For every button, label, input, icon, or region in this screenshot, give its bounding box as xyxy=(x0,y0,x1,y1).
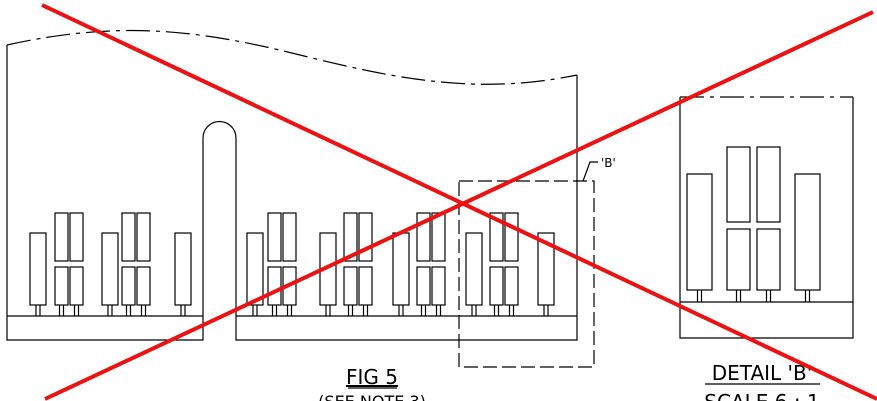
pin xyxy=(794,173,821,291)
pin xyxy=(358,266,373,306)
pin xyxy=(69,266,84,306)
pin xyxy=(398,305,404,316)
pin xyxy=(735,290,742,302)
pin xyxy=(121,212,136,262)
pin xyxy=(125,305,132,316)
pin xyxy=(431,266,446,306)
cross-out xyxy=(41,3,877,401)
pin xyxy=(267,212,282,262)
pin xyxy=(54,212,69,262)
pin xyxy=(343,212,358,262)
pin xyxy=(726,228,751,291)
body-outline xyxy=(6,45,578,341)
pin xyxy=(392,232,410,306)
pin xyxy=(107,305,113,316)
figure-note: (SEE NOTE 3) xyxy=(318,392,426,401)
pin xyxy=(362,305,369,316)
cross-line xyxy=(44,10,874,401)
pin xyxy=(431,212,446,262)
pin xyxy=(765,290,772,302)
leader-line xyxy=(582,161,598,182)
pin xyxy=(686,173,713,291)
pin xyxy=(267,266,282,306)
pin xyxy=(121,266,136,306)
pin xyxy=(69,212,84,262)
callout-label: 'B' xyxy=(601,156,616,170)
break-line xyxy=(6,29,578,85)
pin xyxy=(489,266,504,306)
pin xyxy=(29,232,47,306)
pin xyxy=(73,305,80,316)
cross-line xyxy=(41,3,877,401)
pin xyxy=(35,305,41,316)
pin xyxy=(136,266,151,306)
pin xyxy=(282,212,297,262)
figure-title: FIG 5 xyxy=(346,365,398,389)
pin xyxy=(493,305,500,316)
pin xyxy=(343,266,358,306)
pin xyxy=(271,305,278,316)
pin xyxy=(347,305,354,316)
pin xyxy=(180,305,186,316)
pin xyxy=(504,212,519,262)
pin xyxy=(543,305,549,316)
pin xyxy=(465,232,483,306)
pin xyxy=(58,305,65,316)
pin xyxy=(174,232,192,306)
detail-outline xyxy=(679,97,854,339)
pin xyxy=(756,146,781,223)
pin xyxy=(471,305,477,316)
pin xyxy=(435,305,442,316)
pin xyxy=(508,305,515,316)
pin xyxy=(756,228,781,291)
detail-title: DETAIL 'B' xyxy=(712,361,813,385)
pin xyxy=(420,305,427,316)
pin xyxy=(537,232,555,306)
detail-boundary xyxy=(458,180,595,368)
pin xyxy=(504,266,519,306)
pin xyxy=(416,212,431,262)
pin xyxy=(140,305,147,316)
pin xyxy=(804,290,811,302)
pin xyxy=(358,212,373,262)
pin xyxy=(416,266,431,306)
pin xyxy=(726,146,751,223)
pin xyxy=(136,212,151,262)
pin xyxy=(246,232,264,306)
pin xyxy=(101,232,119,306)
pin xyxy=(325,305,331,316)
pin xyxy=(286,305,293,316)
pin xyxy=(252,305,258,316)
pin xyxy=(489,212,504,262)
pin xyxy=(54,266,69,306)
pin xyxy=(696,290,703,302)
pins xyxy=(29,146,821,316)
detail-scale: SCALE 6 : 1 xyxy=(704,390,819,401)
